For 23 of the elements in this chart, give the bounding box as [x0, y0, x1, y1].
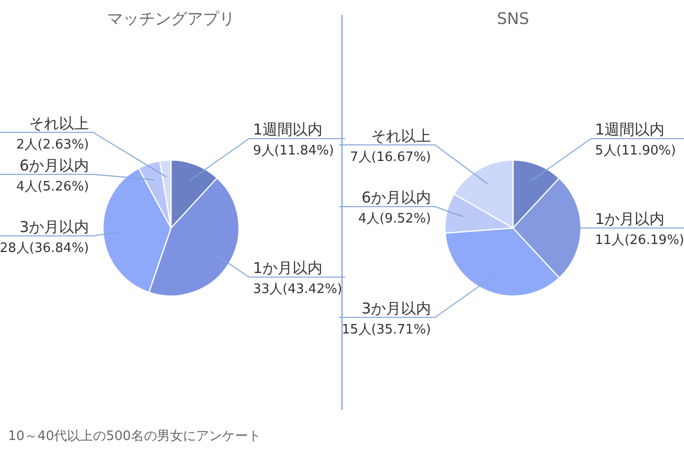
data-label: 2人(2.63%) — [16, 137, 89, 152]
slice-label: それ以上 — [29, 114, 89, 132]
slice-label: 6か月以内 — [361, 188, 431, 207]
data-label: 7人(16.67%) — [350, 150, 431, 165]
slice-label: 1週間以内 — [253, 120, 323, 139]
slice-label: 1か月以内 — [595, 210, 665, 228]
data-label: 4人(9.52%) — [358, 212, 431, 227]
slice-label: 3か月以内 — [361, 299, 431, 318]
chart-title: SNS — [496, 9, 530, 28]
data-label: 28人(36.84%) — [0, 240, 89, 256]
slice-label: それ以上 — [371, 126, 431, 145]
data-label: 9人(11.84%) — [253, 144, 334, 159]
slice-label: 3か月以内 — [19, 218, 89, 236]
data-label: 11人(26.19%) — [595, 233, 684, 248]
data-label: 15人(35.71%) — [342, 322, 431, 338]
data-label: 5人(11.90%) — [595, 144, 676, 159]
data-label: 33人(43.42%) — [253, 282, 342, 298]
text: 10～40代以上の500名の男女にアンケート — [8, 429, 261, 444]
slice-label: 1週間以内 — [595, 120, 665, 139]
chart-title: マッチングアプリ — [107, 9, 235, 28]
data-label: 4人(5.26%) — [16, 179, 89, 194]
slice-label: 1か月以内 — [253, 259, 323, 278]
slice-label: 6か月以内 — [19, 156, 89, 174]
